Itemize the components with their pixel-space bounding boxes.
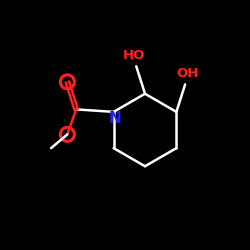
Text: HO: HO	[123, 49, 146, 62]
Text: OH: OH	[176, 67, 198, 80]
Text: N: N	[108, 112, 121, 126]
